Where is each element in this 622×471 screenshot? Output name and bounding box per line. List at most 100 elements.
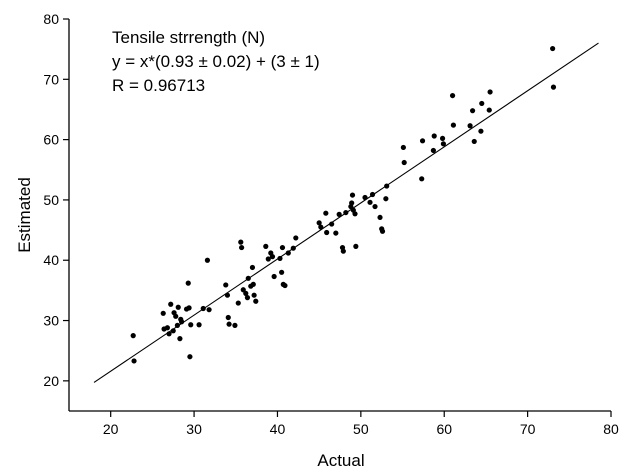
data-point (166, 331, 172, 337)
data-point (479, 100, 485, 107)
data-point (177, 336, 183, 342)
data-point (550, 84, 557, 90)
data-point (324, 229, 330, 236)
data-point (170, 328, 176, 334)
annotation-equation: y = x*(0.93 ± 0.02) + (3 ± 1) (112, 52, 320, 71)
data-point (253, 298, 259, 304)
data-point (188, 322, 194, 328)
data-point (383, 196, 389, 202)
data-point (379, 228, 386, 234)
x-tick-label: 70 (520, 421, 536, 437)
data-point (168, 301, 174, 307)
x-axis-label: Actual (317, 451, 364, 470)
data-point (439, 135, 446, 142)
data-point (430, 147, 436, 154)
x-tick-label: 30 (186, 421, 202, 437)
data-point (232, 322, 238, 328)
data-point (225, 314, 231, 321)
data-point (336, 211, 342, 217)
data-point (131, 358, 137, 364)
data-point (196, 322, 202, 328)
data-point (269, 254, 276, 260)
data-point (178, 319, 185, 325)
data-point (419, 138, 426, 144)
data-point (239, 244, 245, 251)
data-point (362, 194, 368, 201)
axis-ticks (63, 18, 612, 417)
data-point (226, 321, 232, 327)
data-point (293, 235, 299, 241)
data-point (130, 333, 136, 339)
data-point (250, 281, 256, 287)
x-tick-label: 80 (603, 421, 619, 437)
data-point (204, 257, 211, 263)
data-point (318, 224, 324, 230)
data-point (340, 248, 346, 254)
data-point (550, 45, 556, 52)
annotation-block: Tensile strrength (N) y = x*(0.93 ± 0.02… (112, 28, 320, 95)
x-tick-label: 40 (270, 421, 286, 437)
data-point (279, 269, 285, 275)
data-point (249, 264, 256, 271)
data-point (185, 280, 191, 286)
x-tick-label: 50 (353, 421, 369, 437)
data-point (173, 313, 179, 319)
data-point (349, 192, 356, 198)
data-point (263, 243, 269, 249)
data-point (450, 122, 457, 128)
data-point (343, 209, 349, 216)
data-point (235, 300, 241, 306)
data-point (238, 239, 244, 245)
data-point (449, 92, 456, 99)
data-point (243, 290, 249, 296)
data-point (349, 200, 355, 206)
tick-labels: 20 30 40 50 60 70 80 20 30 40 50 60 70 80 (43, 11, 619, 437)
data-point (323, 210, 329, 216)
y-tick-label: 50 (43, 192, 59, 208)
data-point (175, 304, 181, 310)
data-point (377, 214, 383, 221)
data-point (401, 159, 407, 166)
data-point (271, 273, 277, 280)
data-point (469, 108, 476, 114)
data-point (265, 256, 271, 262)
data-point (206, 307, 212, 313)
y-tick-label: 80 (43, 11, 59, 27)
data-point (419, 176, 425, 182)
data-point (279, 244, 286, 251)
data-point (353, 243, 359, 249)
data-point (329, 221, 335, 227)
data-point (367, 199, 373, 205)
annotation-title: Tensile strrength (N) (112, 28, 265, 47)
annotation-r-value: R = 0.96713 (112, 76, 205, 95)
data-point (352, 211, 358, 217)
data-point (224, 292, 231, 298)
y-tick-label: 20 (43, 373, 59, 389)
x-tick-label: 20 (103, 421, 119, 437)
y-tick-label: 30 (43, 313, 59, 329)
data-points (130, 45, 557, 364)
data-point (240, 287, 246, 293)
data-point (400, 144, 406, 151)
data-point (160, 310, 166, 316)
data-point (372, 203, 378, 210)
data-point (251, 292, 257, 298)
data-point (244, 295, 251, 301)
data-point (174, 322, 180, 328)
data-point (290, 245, 296, 251)
data-point (164, 325, 170, 331)
data-point (431, 133, 437, 139)
data-point (467, 123, 473, 129)
data-point (187, 354, 193, 360)
data-point (200, 305, 206, 312)
data-point (223, 282, 229, 288)
data-point (369, 191, 376, 198)
y-tick-label: 40 (43, 252, 59, 268)
data-point (440, 141, 446, 147)
data-point (285, 250, 291, 256)
data-point (277, 255, 283, 262)
plot-frame (68, 19, 611, 412)
data-point (282, 282, 288, 289)
data-point (316, 220, 322, 226)
